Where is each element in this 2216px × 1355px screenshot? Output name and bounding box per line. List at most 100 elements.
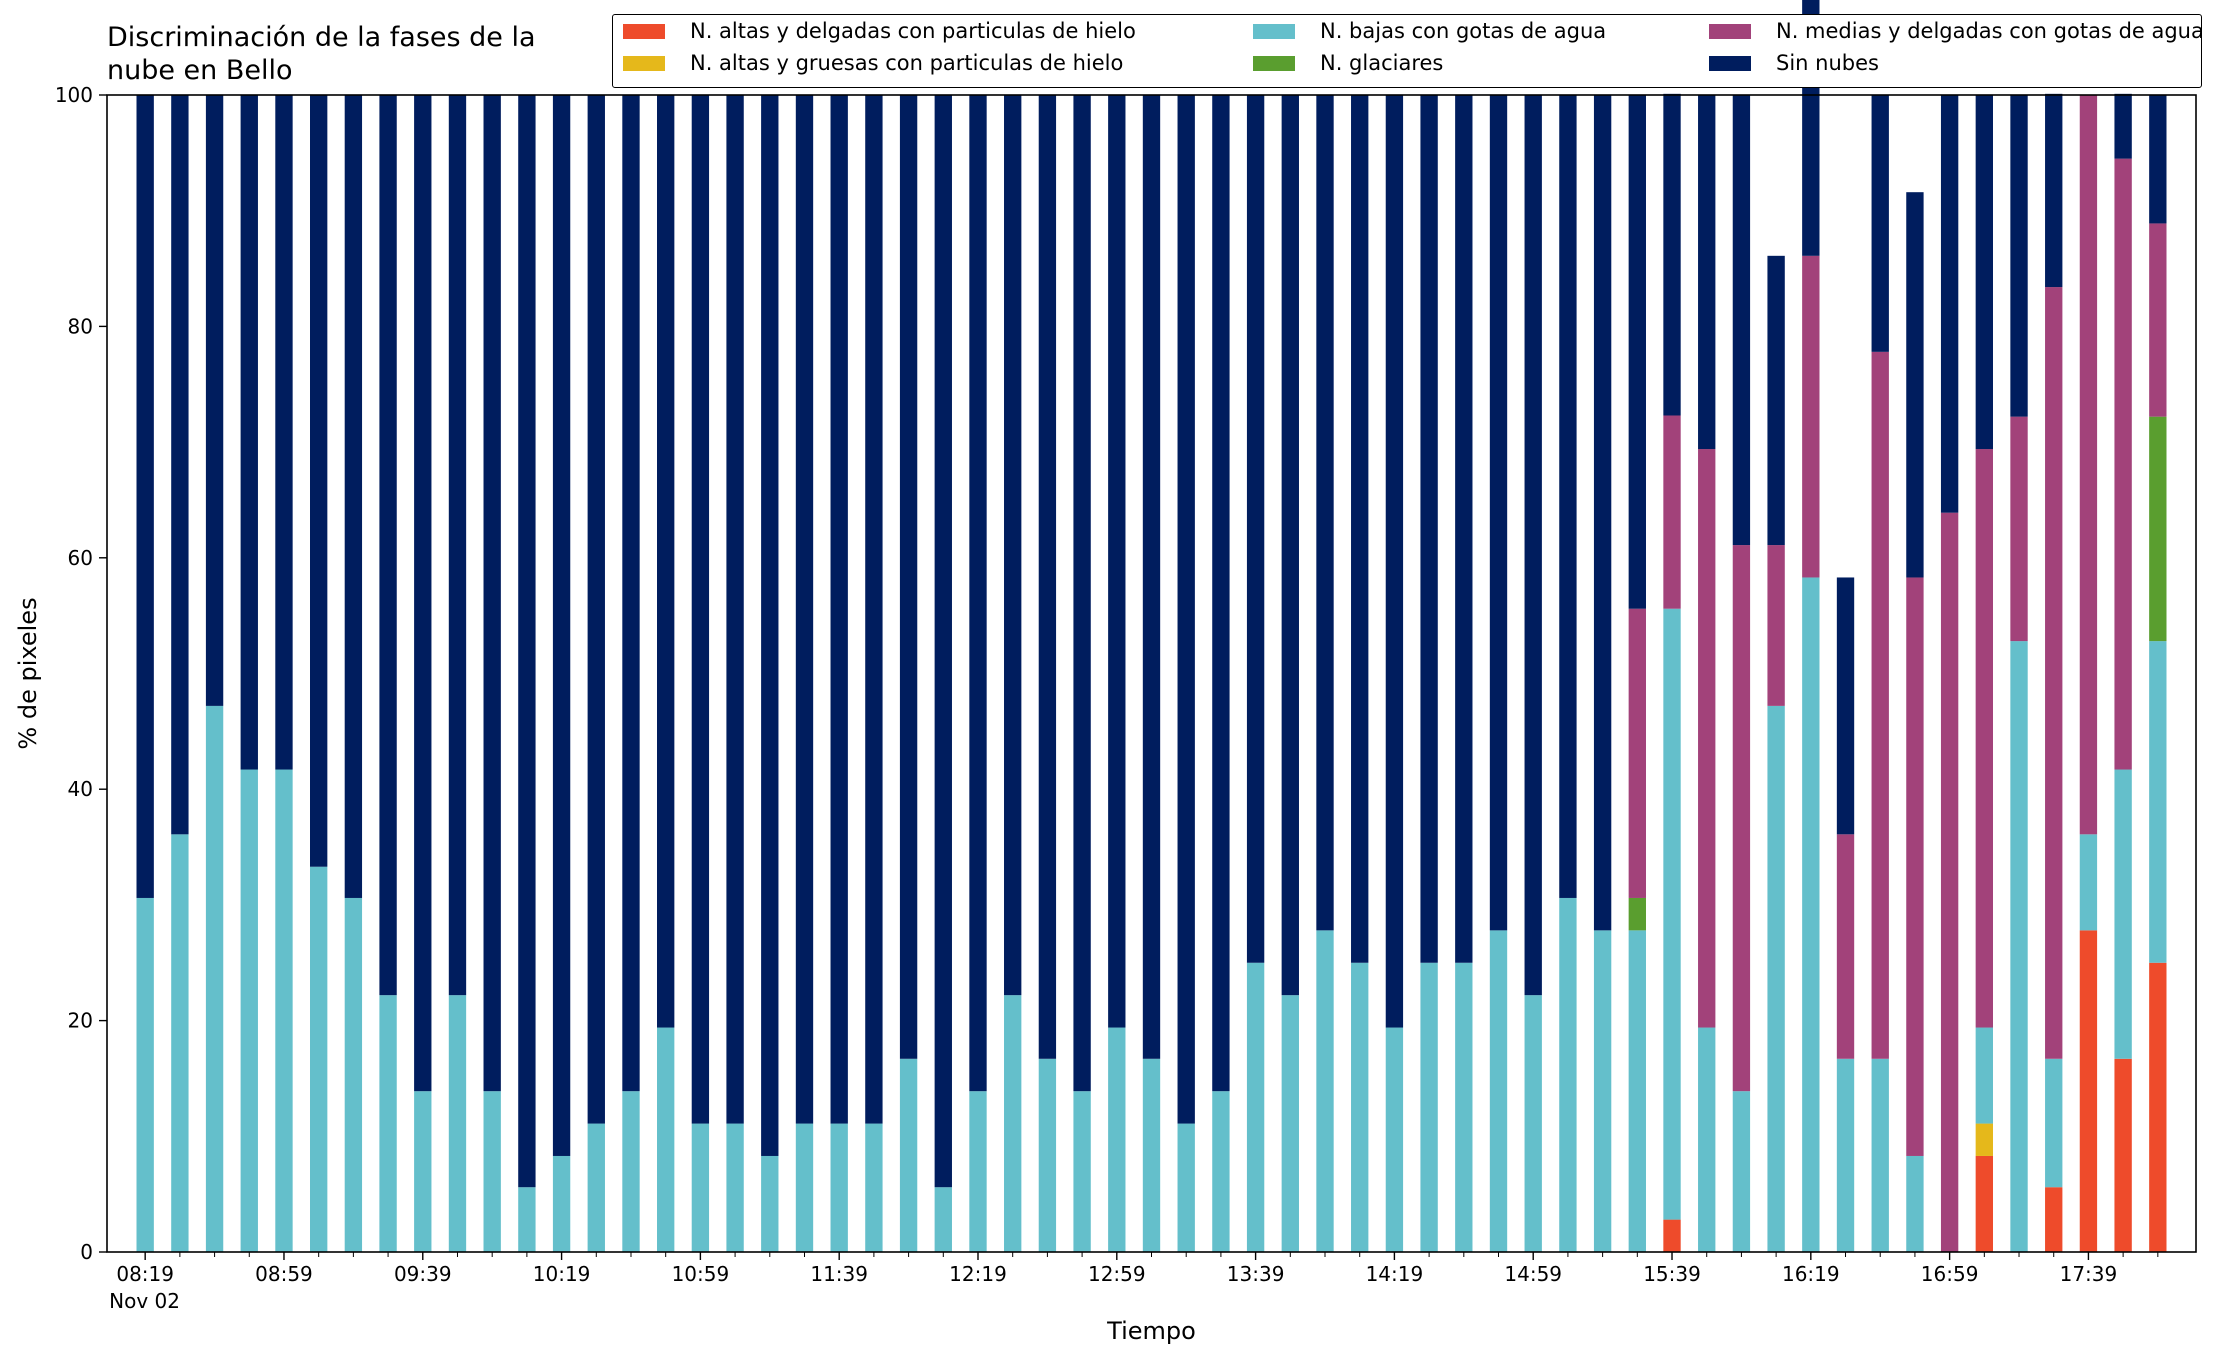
bar-segment xyxy=(1836,1058,1855,1252)
legend-swatch xyxy=(1253,23,1295,39)
bar-segment xyxy=(483,1091,501,1252)
x-tick-label: 08:19 xyxy=(116,1262,174,1286)
legend-swatch xyxy=(623,23,665,39)
bar-segment xyxy=(205,705,224,1252)
x-tick-label: 10:19 xyxy=(533,1262,591,1286)
bar-segment xyxy=(379,995,397,1252)
bar-segment xyxy=(1698,449,1716,1028)
legend-item: N. bajas con gotas de agua xyxy=(1253,19,1606,43)
legend-label: N. medias y delgadas con gotas de agua xyxy=(1776,19,2204,43)
bar-segment xyxy=(1073,1091,1091,1252)
legend-item: N. altas y gruesas con particulas de hie… xyxy=(623,51,1123,75)
bar-segment xyxy=(657,95,675,1028)
bar-segment xyxy=(552,95,571,1156)
bar-segment xyxy=(1385,1027,1404,1252)
bar-segment xyxy=(1142,95,1161,1059)
bar-segment xyxy=(1108,95,1126,1028)
bar-segment xyxy=(2079,95,2098,835)
bar-segment xyxy=(1524,995,1542,1252)
bar-segment xyxy=(1802,255,1820,578)
bar-segment xyxy=(934,95,952,1188)
bar-segment xyxy=(1351,962,1369,1252)
bar-segment xyxy=(379,95,397,996)
legend-label: N. altas y delgadas con particulas de hi… xyxy=(690,19,1136,43)
bar-segment xyxy=(1281,95,1299,996)
x-tick-label: 11:39 xyxy=(810,1262,868,1286)
bar-segment xyxy=(2010,416,2028,642)
y-tick-label: 80 xyxy=(68,314,93,338)
x-tick-label: 16:19 xyxy=(1782,1262,1840,1286)
bar-segment xyxy=(761,1155,779,1252)
bar-segment xyxy=(1455,962,1473,1252)
bar-segment xyxy=(2045,93,2063,288)
bar-segment xyxy=(1698,1027,1716,1252)
bar-segment xyxy=(310,866,328,1252)
bar-segment xyxy=(1559,95,1577,898)
bar-segment xyxy=(275,95,293,770)
bar-segment xyxy=(1767,705,1785,1252)
chart-legend: N. altas y delgadas con particulas de hi… xyxy=(612,14,2204,88)
legend-swatch xyxy=(1253,55,1295,71)
bar-segment xyxy=(205,95,224,706)
legend-item: N. altas y delgadas con particulas de hi… xyxy=(623,19,1136,43)
bar-segment xyxy=(2079,930,2098,1252)
bar-segment xyxy=(1316,95,1334,931)
bar-segment xyxy=(1628,95,1646,609)
bar-segment xyxy=(1663,1219,1681,1252)
bar-segment xyxy=(1351,95,1369,963)
y-tick-label: 0 xyxy=(80,1240,93,1264)
bar-segment xyxy=(1871,1058,1889,1252)
bar-segment xyxy=(1108,1027,1126,1252)
bar-segment xyxy=(1906,1155,1924,1252)
x-tick-label: 12:59 xyxy=(1088,1262,1146,1286)
bar-segment xyxy=(2079,834,2098,931)
bar-segment xyxy=(2149,95,2167,224)
bar-segment xyxy=(1385,95,1404,1028)
legend-swatch xyxy=(1709,55,1751,71)
bar-segment xyxy=(136,897,154,1252)
bar-segment xyxy=(518,95,536,1188)
x-tick-label: 10:59 xyxy=(672,1262,730,1286)
y-tick-label: 100 xyxy=(55,83,93,107)
bar-segment xyxy=(414,95,432,1092)
x-tick-label: 14:59 xyxy=(1504,1262,1562,1286)
bar-segment xyxy=(344,95,363,898)
legend-label: N. altas y gruesas con particulas de hie… xyxy=(690,51,1124,75)
bar-segment xyxy=(622,95,640,1092)
bar-segment xyxy=(2149,416,2167,642)
bar-segment xyxy=(726,95,744,1124)
bar-segment xyxy=(1732,1091,1751,1252)
bar-segment xyxy=(1004,95,1022,996)
bar-segment xyxy=(1940,512,1959,1252)
legend-swatch xyxy=(1709,23,1751,39)
legend-label: Sin nubes xyxy=(1776,51,1879,75)
bar-segment xyxy=(1073,95,1091,1092)
bar-segment xyxy=(2010,641,2028,1252)
bar-segment xyxy=(1489,930,1508,1252)
bar-segment xyxy=(1871,95,1889,352)
bar-segment xyxy=(622,1091,640,1252)
bar-segment xyxy=(1281,995,1299,1252)
bar-segment xyxy=(587,1123,605,1252)
bar-segment xyxy=(344,897,363,1252)
bar-segment xyxy=(726,1123,744,1252)
bar-segment xyxy=(1975,1123,1993,1156)
bar-segment xyxy=(1246,95,1265,963)
x-tick-label: 14:19 xyxy=(1366,1262,1424,1286)
bar-segment xyxy=(1698,95,1716,450)
bar-segment xyxy=(657,1027,675,1252)
bar-segment xyxy=(1420,95,1438,963)
bar-segment xyxy=(1767,255,1785,546)
bar-segment xyxy=(2149,641,2167,963)
bars-group xyxy=(136,0,2167,1252)
bar-segment xyxy=(761,95,779,1156)
bar-segment xyxy=(899,95,918,1059)
bar-segment xyxy=(2114,93,2132,159)
bar-segment xyxy=(865,1123,883,1252)
bar-segment xyxy=(1455,95,1473,963)
bar-segment xyxy=(1628,608,1646,898)
bar-segment xyxy=(2045,1058,2063,1188)
bar-segment xyxy=(1975,95,1993,450)
bar-segment xyxy=(1559,897,1577,1252)
